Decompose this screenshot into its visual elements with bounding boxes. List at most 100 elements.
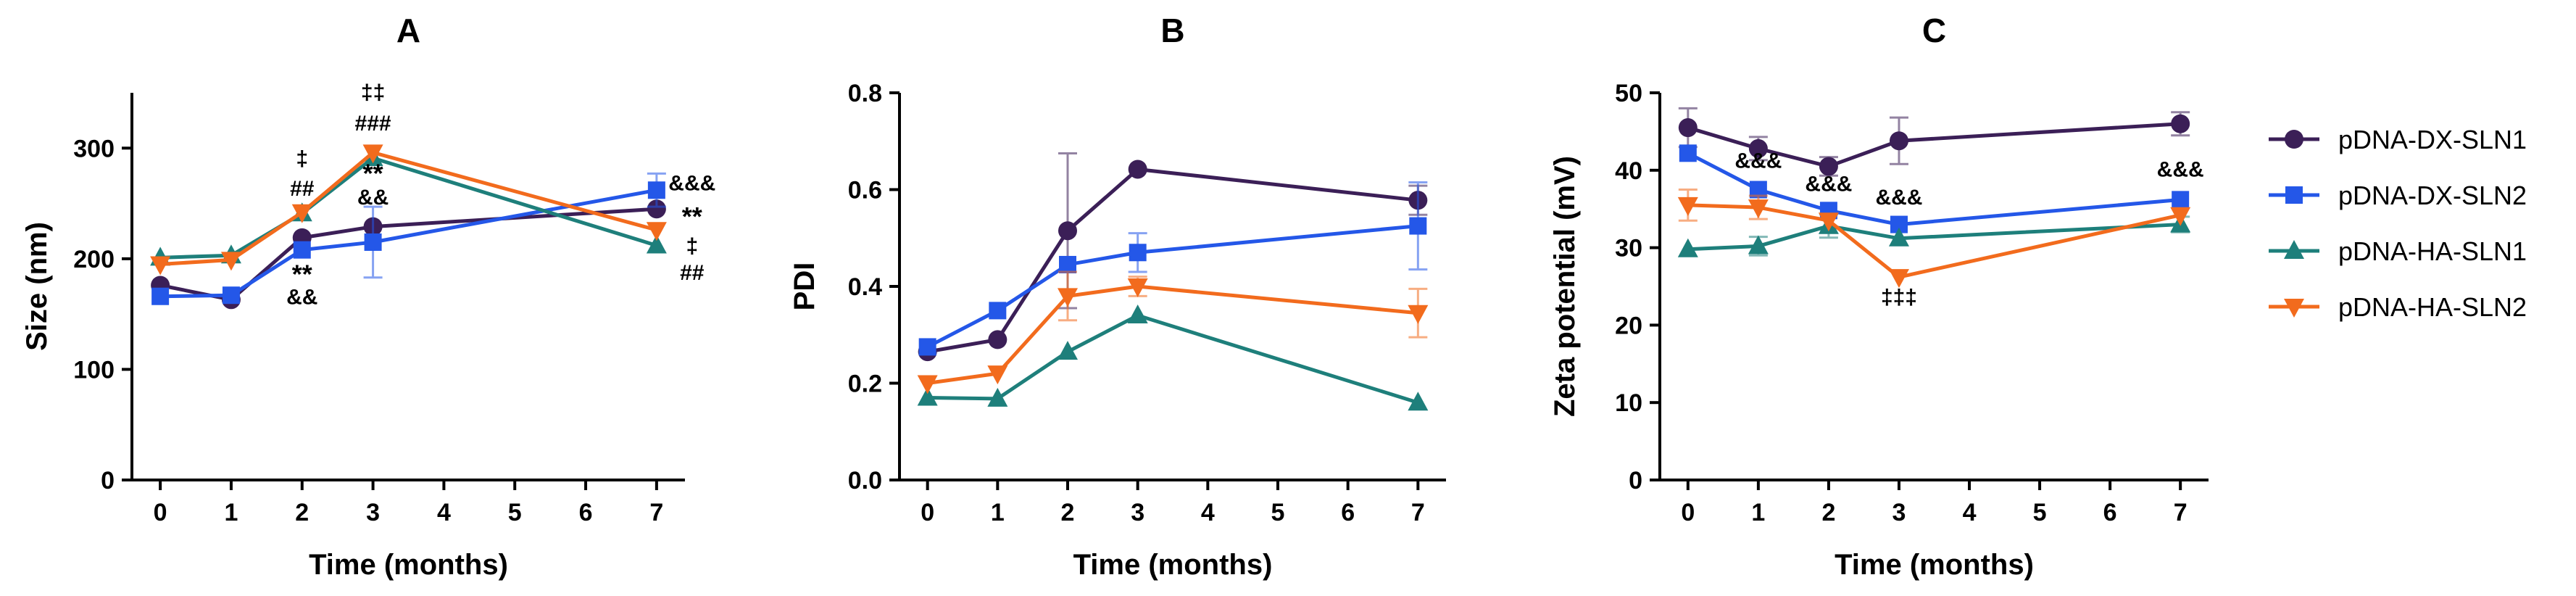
series-pDNA-DX-SLN1 <box>918 152 1428 362</box>
y-tick-label: 30 <box>1615 235 1642 262</box>
y-tick-label: 0.8 <box>848 80 882 107</box>
y-tick-label: 0.6 <box>848 177 882 204</box>
x-tick-label: 5 <box>1271 499 1285 526</box>
data-point <box>1408 305 1429 324</box>
significance-annotation: ### <box>355 112 391 136</box>
data-point <box>151 287 170 305</box>
series-pDNA-HA-SLN2 <box>1677 189 2191 289</box>
data-point <box>646 234 667 254</box>
data-point <box>1748 235 1769 254</box>
data-point <box>1748 199 1769 219</box>
x-tick-label: 0 <box>1681 499 1695 526</box>
legend-marker <box>2284 299 2304 318</box>
x-tick-label: 4 <box>1201 499 1215 526</box>
legend-label: pDNA-HA-SLN2 <box>2338 292 2527 322</box>
x-tick-label: 3 <box>1892 499 1906 526</box>
data-point <box>1888 269 1909 289</box>
x-tick-label: 1 <box>991 499 1005 526</box>
series-pDNA-HA-SLN1 <box>917 305 1429 411</box>
significance-annotation: ** <box>682 202 702 231</box>
series-line <box>927 313 1419 405</box>
data-point <box>1679 144 1697 162</box>
data-point <box>1748 138 1768 158</box>
data-point <box>988 330 1007 349</box>
x-tick-label: 5 <box>508 499 522 526</box>
series-line <box>160 188 657 299</box>
x-tick-label: 6 <box>2103 499 2117 526</box>
x-axis-label: Time (months) <box>1073 549 1273 581</box>
series-pDNA-DX-SLN2 <box>918 181 1428 356</box>
y-tick-label: 0.0 <box>848 467 882 494</box>
legend-item: pDNA-HA-SLN1 <box>2269 236 2527 266</box>
y-tick-label: 200 <box>73 246 115 273</box>
data-point <box>989 302 1007 320</box>
legend-marker <box>2285 130 2303 149</box>
x-tick-label: 4 <box>1963 499 1977 526</box>
y-axis-label: PDI <box>789 262 820 311</box>
x-tick-label: 2 <box>1061 499 1075 526</box>
significance-annotation: ** <box>292 259 312 289</box>
data-point <box>1677 196 1698 216</box>
data-point <box>1409 217 1427 235</box>
legend-label: pDNA-HA-SLN1 <box>2338 236 2527 266</box>
x-tick-label: 5 <box>2033 499 2047 526</box>
significance-annotation: ** <box>363 159 383 189</box>
data-point <box>1677 238 1698 257</box>
data-point <box>987 387 1008 407</box>
x-tick-label: 7 <box>649 499 663 526</box>
x-axis-label: Time (months) <box>1835 549 2034 581</box>
data-point <box>291 204 312 223</box>
legend-label: pDNA-DX-SLN2 <box>2338 181 2527 210</box>
x-tick-label: 2 <box>1821 499 1835 526</box>
series-pDNA-HA-SLN1 <box>150 147 667 266</box>
data-point <box>1889 131 1908 151</box>
y-tick-label: 50 <box>1615 80 1642 107</box>
data-point <box>2172 191 2190 209</box>
y-tick-label: 100 <box>73 356 115 384</box>
significance-annotation: ## <box>290 177 315 201</box>
significance-annotation: &&& <box>1805 173 1852 196</box>
significance-annotation: &&& <box>668 171 715 195</box>
legend-item: pDNA-DX-SLN2 <box>2269 181 2527 210</box>
y-tick-label: 300 <box>73 135 115 162</box>
x-tick-label: 1 <box>224 499 238 526</box>
series-line <box>926 224 1418 349</box>
data-point <box>1058 221 1077 241</box>
significance-annotation: ‡‡‡ <box>1881 286 1917 310</box>
legend-marker <box>2285 186 2303 204</box>
series-line <box>1687 203 2181 279</box>
y-tick-label: 0 <box>1629 467 1642 494</box>
x-tick-label: 1 <box>1751 499 1765 526</box>
data-point <box>1819 157 1838 176</box>
significance-annotation: &&& <box>2157 157 2204 181</box>
x-tick-label: 7 <box>1411 499 1425 526</box>
legend-marker <box>2284 240 2304 259</box>
x-tick-label: 4 <box>437 499 451 526</box>
data-point <box>150 256 171 276</box>
significance-annotation: && <box>357 186 389 210</box>
data-point <box>220 252 241 271</box>
y-tick-label: 0 <box>101 467 115 494</box>
series-pDNA-HA-SLN2 <box>150 144 667 276</box>
x-tick-label: 0 <box>154 499 167 526</box>
panel-B: B 0.0 0.2 0.4 0.6 0.8 0 1 2 3 4 5 6 7 Time (months) PDI <box>789 12 1446 581</box>
legend-item: pDNA-HA-SLN2 <box>2269 292 2527 322</box>
significance-annotation: &&& <box>1734 149 1782 173</box>
data-point <box>1128 160 1147 179</box>
panel-title: B <box>1160 12 1184 49</box>
data-point <box>646 222 667 241</box>
panel-title: C <box>1922 12 1946 49</box>
y-tick-label: 20 <box>1615 312 1642 339</box>
data-point <box>987 365 1008 385</box>
significance-annotation: ‡‡ <box>361 80 385 104</box>
significance-annotation: && <box>286 285 317 309</box>
data-point <box>1129 244 1147 262</box>
y-tick-label: 40 <box>1615 157 1642 185</box>
legend-label: pDNA-DX-SLN1 <box>2338 125 2527 154</box>
data-point <box>293 241 311 259</box>
x-tick-label: 6 <box>579 499 593 526</box>
series-pDNA-DX-SLN2 <box>151 172 666 305</box>
y-tick-label: 0.4 <box>848 273 882 301</box>
series-pDNA-DX-SLN1 <box>1678 107 2190 177</box>
